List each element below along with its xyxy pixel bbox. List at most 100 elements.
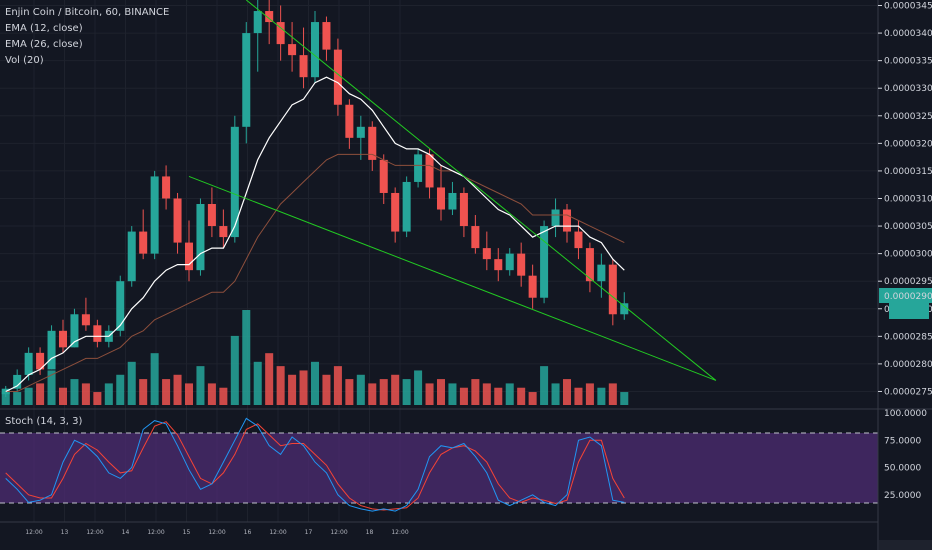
volume-bar (528, 392, 537, 405)
volume-bar (608, 383, 617, 405)
candle-body (471, 226, 480, 249)
volume-bar (253, 361, 262, 405)
candle-body (81, 314, 90, 326)
volume-bar (230, 335, 239, 405)
time-tick-label: 12:00 (208, 529, 225, 536)
candle-body (585, 248, 594, 282)
vol-legend[interactable]: Vol (20) (5, 55, 44, 66)
candle-body (70, 314, 79, 348)
volume-bar (196, 366, 205, 405)
candle-body (24, 352, 33, 375)
volume-bar (368, 383, 377, 405)
volume-bar (494, 387, 503, 405)
candle-body (162, 176, 171, 199)
ema12-legend[interactable]: EMA (12, close) (5, 23, 83, 34)
candle-body (242, 33, 251, 127)
trendlines[interactable] (188, 0, 717, 381)
candle-body (276, 22, 285, 45)
volume-bar (620, 392, 629, 405)
current-price-marker (879, 288, 932, 303)
time-tick-label: 12:00 (147, 529, 164, 536)
candle-body (288, 44, 297, 56)
volume-bar (139, 379, 148, 405)
candle-body (391, 192, 400, 232)
candle-body (436, 187, 446, 210)
volume-bar (173, 374, 182, 405)
time-axis[interactable]: 12:00 13 12:00 14 12:00 15 12:00 16 12:00 17 12:00… (25, 529, 408, 536)
price-tick-label: 0.00002750 (884, 387, 932, 397)
volume-bar (436, 379, 446, 405)
volume-bar (242, 310, 251, 405)
volume-bar (207, 383, 216, 405)
stoch-tick-label: 25.0000 (884, 491, 921, 501)
candle-body (620, 303, 629, 315)
volume-bar (459, 387, 468, 405)
time-tick-label: 12:00 (86, 529, 103, 536)
volume-bar (471, 379, 480, 405)
stoch-axis[interactable]: 100.0000 75.0000 50.0000 25.0000 (884, 409, 927, 501)
candle-body (207, 204, 216, 227)
symbol-title[interactable]: Enjin Coin / Bitcoin, 60, BINANCE (5, 7, 170, 18)
stoch-tick-label: 50.0000 (884, 464, 921, 474)
volume-bar (70, 379, 79, 405)
candle-body (505, 253, 514, 271)
volume-bars (1, 310, 629, 405)
current-price-label: 0.00002902 (884, 292, 932, 302)
trendline (245, 0, 717, 381)
volume-bar (24, 387, 33, 405)
candle-body (116, 281, 125, 331)
candle-body (574, 231, 583, 249)
time-tick-label: 12:00 (269, 529, 286, 536)
candle-body (127, 231, 136, 282)
candle-body (379, 159, 388, 193)
candle-body (459, 192, 468, 227)
candle-body (414, 154, 423, 182)
ema26-legend[interactable]: EMA (26, close) (5, 39, 83, 50)
candle-body (13, 374, 22, 389)
candle-body (333, 49, 342, 105)
candle-body (184, 242, 194, 271)
candle-body (58, 330, 68, 348)
volume-bar (104, 383, 113, 405)
candle-body (425, 154, 434, 188)
volume-bar (162, 379, 171, 405)
price-corner (879, 540, 932, 550)
candle-body (562, 209, 572, 232)
stoch-k-line (5, 417, 625, 512)
volume-bar (448, 383, 457, 405)
volume-marker (889, 303, 929, 319)
volume-bar (574, 387, 583, 405)
candle-body (597, 264, 606, 282)
time-tick-label: 12:00 (25, 529, 42, 536)
candle-body (173, 198, 182, 243)
stoch-legend[interactable]: Stoch (14, 3, 3) (5, 416, 83, 427)
ema26-line (5, 153, 625, 392)
candle-body (230, 126, 239, 238)
volume-bar (116, 374, 125, 405)
volume-bar (414, 370, 423, 405)
candle-body (608, 264, 617, 315)
candle-body (345, 104, 354, 138)
candle-body (494, 259, 503, 271)
volume-bar (391, 374, 400, 405)
volume-bar (333, 366, 342, 405)
candle-body (299, 55, 308, 78)
volume-bar (150, 353, 159, 405)
volume-bar (551, 383, 560, 405)
volume-bar (540, 366, 549, 405)
volume-bar (562, 379, 572, 405)
candle-body (139, 231, 148, 254)
volume-bar (288, 374, 297, 405)
candle-body (150, 176, 159, 254)
volume-bar (276, 366, 285, 405)
